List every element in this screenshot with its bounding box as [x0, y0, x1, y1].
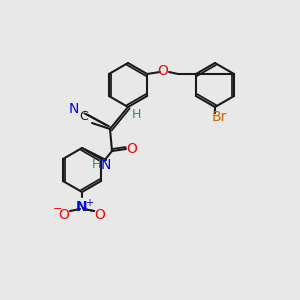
Text: +: + — [85, 198, 93, 208]
Text: O: O — [127, 142, 137, 156]
Text: O: O — [58, 208, 69, 222]
Text: C: C — [80, 110, 88, 122]
Text: Br: Br — [211, 110, 227, 124]
Text: O: O — [94, 208, 105, 222]
Text: O: O — [158, 64, 169, 78]
Text: N: N — [69, 102, 79, 116]
Text: −: − — [53, 204, 63, 214]
Text: H: H — [131, 109, 141, 122]
Text: H: H — [91, 158, 101, 172]
Text: N: N — [101, 158, 111, 172]
Text: N: N — [76, 200, 88, 214]
